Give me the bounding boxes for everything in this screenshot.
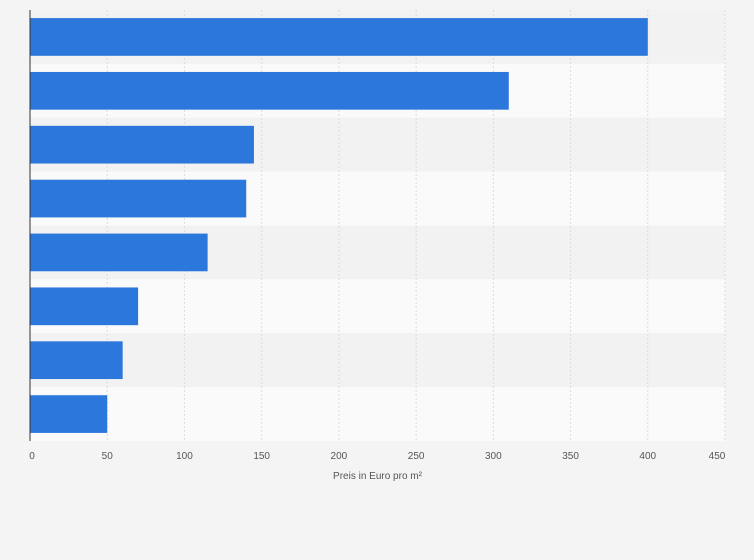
x-tick-label: 50	[102, 451, 114, 462]
bar[interactable]	[30, 179, 247, 218]
bar[interactable]	[30, 18, 648, 56]
x-tick-label: 0	[29, 451, 35, 462]
row-band	[30, 279, 725, 334]
x-tick-label: 350	[562, 451, 579, 462]
x-tick-label: 450	[709, 451, 726, 462]
row-band	[30, 387, 725, 441]
x-tick-labels: 0 50 100 150 200 250 300 350 400 450	[29, 451, 726, 462]
x-tick-label: 400	[639, 451, 656, 462]
x-tick-label: 100	[176, 451, 193, 462]
x-axis-label: Preis in Euro pro m²	[333, 471, 423, 482]
x-tick-label: 250	[408, 451, 425, 462]
bar[interactable]	[30, 125, 254, 164]
bar[interactable]	[30, 233, 208, 272]
row-band	[30, 333, 725, 388]
x-tick-label: 150	[253, 451, 270, 462]
bar[interactable]	[30, 395, 108, 433]
bar[interactable]	[30, 341, 123, 380]
x-tick-label: 200	[331, 451, 348, 462]
bar[interactable]	[30, 71, 509, 110]
bars	[30, 18, 648, 433]
bar[interactable]	[30, 287, 139, 326]
x-tick-label: 300	[485, 451, 502, 462]
